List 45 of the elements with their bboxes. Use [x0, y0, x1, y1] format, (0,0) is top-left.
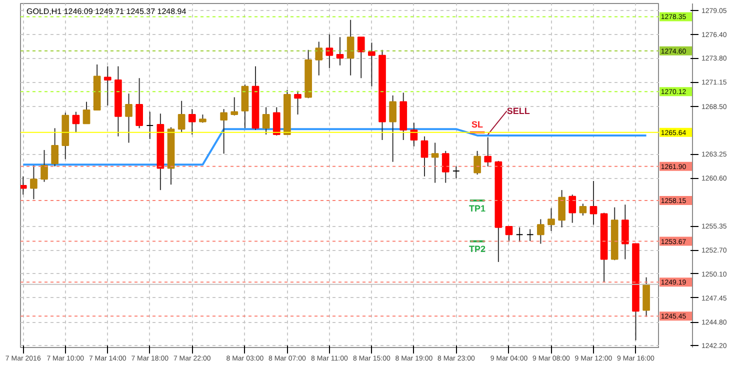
- candlestick: [537, 218, 544, 244]
- candlestick: [30, 164, 38, 200]
- candlestick: [40, 150, 48, 182]
- candlestick: [294, 90, 302, 116]
- candlestick: [51, 128, 58, 167]
- candlestick: [178, 100, 186, 134]
- annotation: SELL: [506, 106, 530, 116]
- candlestick: [315, 41, 323, 76]
- candlestick: [220, 108, 228, 154]
- candlestick: [82, 101, 90, 124]
- candlestick: [20, 176, 27, 196]
- candlestick: [420, 136, 428, 177]
- candlestick: [104, 66, 112, 106]
- candlestick: [336, 36, 344, 66]
- candlestick: [442, 150, 450, 184]
- candlestick: [188, 108, 196, 136]
- candlestick: [526, 228, 534, 242]
- candlestick: [622, 204, 629, 260]
- annotation: TP2: [469, 244, 486, 254]
- candlestick: [452, 166, 460, 179]
- candlestick: [125, 93, 132, 144]
- candlestick: [516, 226, 524, 242]
- candlestick: [72, 111, 80, 134]
- candlestick: [431, 142, 439, 184]
- candlestick: [568, 194, 576, 224]
- candlestick: [368, 42, 376, 87]
- candlestick: [146, 111, 154, 140]
- candlestick: [474, 150, 481, 176]
- candlestick: [505, 226, 513, 242]
- candlestick: [272, 106, 280, 136]
- chart-title: GOLD,H1 1246.09 1249.71 1245.37 1248.94: [26, 7, 187, 16]
- candlestick: [389, 94, 396, 162]
- candlestick: [326, 34, 334, 69]
- candlestick: [484, 136, 492, 167]
- candlestick: [590, 180, 598, 226]
- annotation: TP1: [469, 203, 486, 214]
- candlestick: [346, 19, 354, 76]
- candlestick: [548, 208, 555, 232]
- candlestick: [262, 106, 270, 136]
- candlestick: [558, 190, 566, 228]
- candlestick: [579, 203, 587, 216]
- candlestick: [136, 78, 143, 129]
- annotation: SL: [472, 120, 484, 130]
- candlestick: [230, 96, 238, 116]
- candlestick: [357, 36, 365, 79]
